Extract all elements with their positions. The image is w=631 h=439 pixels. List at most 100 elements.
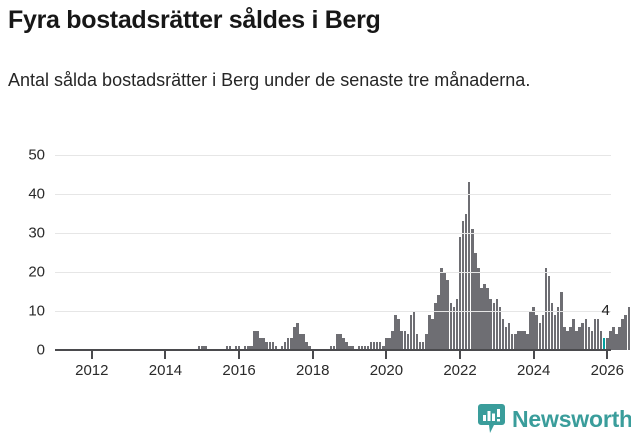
x-axis-tick-label: 2018: [296, 362, 330, 379]
bar: [280, 346, 284, 350]
y-axis-tick-label: 10: [28, 302, 45, 320]
bar: [538, 322, 542, 350]
bar: [593, 318, 597, 350]
plot-area: 0 10 20 30 40 50 2012 2014 2016 2018 2020 2022 2024 2…: [28, 147, 631, 379]
bar: [403, 330, 407, 350]
bar: [618, 326, 621, 350]
bar: [596, 318, 600, 350]
bar: [332, 346, 336, 350]
bar: [529, 311, 532, 350]
gridline: [55, 272, 611, 273]
bar: [575, 330, 578, 350]
x-axis-tick-mark: [311, 350, 314, 359]
bar: [532, 307, 535, 350]
bar: [253, 330, 256, 350]
bar: [299, 334, 302, 350]
page-title: Fyra bostadsrätter såldes i Berg: [8, 6, 381, 34]
bar: [406, 334, 410, 350]
bar: [369, 342, 373, 350]
bar: [578, 326, 581, 350]
bar: [471, 229, 474, 350]
bar: [425, 334, 428, 350]
y-axis-tick-label: 40: [28, 185, 45, 203]
bar: [461, 221, 465, 350]
bar: [504, 326, 508, 350]
bar: [526, 334, 529, 350]
bar: [421, 342, 425, 350]
bar: [296, 322, 299, 350]
y-axis-tick-label: 0: [36, 341, 45, 359]
bar: [627, 307, 631, 350]
bar: [329, 346, 333, 350]
bar-highlighted: [602, 338, 606, 350]
bar: [569, 326, 572, 350]
x-axis-line: [55, 349, 611, 351]
bar: [566, 330, 569, 350]
bar: [357, 346, 361, 350]
bar: [584, 318, 588, 350]
bar: [606, 338, 609, 350]
bar: [609, 330, 612, 350]
bar: [204, 346, 207, 350]
bar: [271, 342, 275, 350]
bar: [234, 346, 238, 350]
bar: [541, 314, 545, 350]
bar: [375, 342, 379, 350]
bar: [492, 303, 496, 350]
bar: [360, 346, 364, 350]
bar: [520, 330, 523, 350]
bar: [480, 287, 483, 350]
bar: [510, 334, 514, 350]
x-axis-tick-label: 2012: [75, 362, 109, 379]
bar: [418, 342, 422, 350]
bar: [274, 346, 278, 350]
bar: [265, 342, 268, 350]
x-axis-tick-label: 2026: [590, 362, 624, 379]
bar: [286, 338, 290, 350]
bar: [581, 322, 584, 350]
bar: [428, 314, 431, 350]
gridline: [55, 311, 611, 312]
bar: [247, 346, 250, 350]
x-axis-tick-mark: [164, 350, 167, 359]
bar-chart: 0 10 20 30 40 50 2012 2014 2016 2018 2020 2022 2024 2…: [0, 140, 631, 390]
bar: [513, 334, 517, 350]
x-axis-tick-label: 2020: [369, 362, 404, 379]
bar: [382, 346, 385, 350]
bar: [305, 342, 308, 350]
bar: [348, 346, 351, 350]
x-axis-tick-mark: [385, 350, 388, 359]
bar: [409, 314, 413, 350]
bar: [517, 330, 520, 350]
bar: [434, 303, 437, 350]
bar: [544, 268, 548, 350]
bar: [225, 346, 229, 350]
bar: [308, 346, 311, 350]
bar: [345, 342, 348, 350]
bar: [342, 338, 345, 350]
x-axis-tick-mark: [238, 350, 241, 359]
bar: [599, 330, 603, 350]
bar: [394, 314, 397, 350]
bar: [440, 268, 443, 350]
bar: [197, 346, 201, 350]
x-axis-tick-mark: [606, 350, 609, 359]
bar: [250, 346, 253, 350]
y-axis-tick-label: 20: [28, 263, 45, 281]
bar: [391, 330, 394, 350]
x-axis-tick-label: 2016: [222, 362, 256, 379]
newsworthy-logo[interactable]: Newsworthy: [478, 404, 631, 434]
bar: [366, 346, 370, 350]
bar: [587, 326, 591, 350]
newsworthy-wordmark: Newsworthy: [512, 405, 631, 432]
bar: [237, 346, 241, 350]
x-axis-tick-label: 2024: [516, 362, 551, 379]
bar: [458, 236, 462, 350]
bar: [378, 342, 382, 350]
bar: [556, 307, 560, 350]
bar: [259, 338, 262, 350]
bar: [477, 268, 480, 350]
bar: [363, 346, 367, 350]
bar: [283, 342, 287, 350]
bar: [550, 303, 554, 350]
